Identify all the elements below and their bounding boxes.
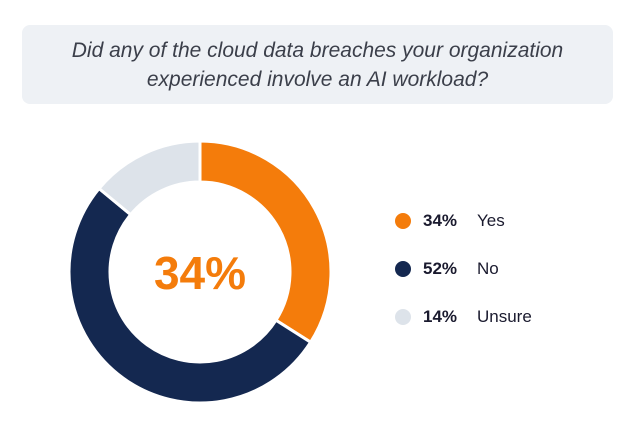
donut-slice-unsure xyxy=(96,139,202,217)
legend-swatch-yes xyxy=(395,213,411,229)
legend-swatch-unsure xyxy=(395,309,411,325)
question-text: Did any of the cloud data breaches your … xyxy=(71,38,564,91)
donut-slice-no xyxy=(67,186,313,405)
legend-item-yes: 34% Yes xyxy=(395,209,532,233)
legend-value-no: 52% xyxy=(423,259,458,278)
legend: 34% Yes 52% No 14% Unsure xyxy=(395,209,532,353)
legend-swatch-no xyxy=(395,261,411,277)
question-banner: Did any of the cloud data breaches your … xyxy=(22,25,613,104)
donut-chart: 34% xyxy=(67,139,333,405)
legend-label-no: No xyxy=(477,259,499,278)
donut-slice-yes xyxy=(198,139,333,345)
legend-label-yes: Yes xyxy=(477,211,505,230)
legend-item-unsure: 14% Unsure xyxy=(395,305,532,329)
legend-label-unsure: Unsure xyxy=(477,307,532,326)
legend-item-no: 52% No xyxy=(395,257,532,281)
center-percentage: 34% xyxy=(154,247,246,299)
legend-value-yes: 34% xyxy=(423,211,458,230)
legend-value-unsure: 14% xyxy=(423,307,458,326)
